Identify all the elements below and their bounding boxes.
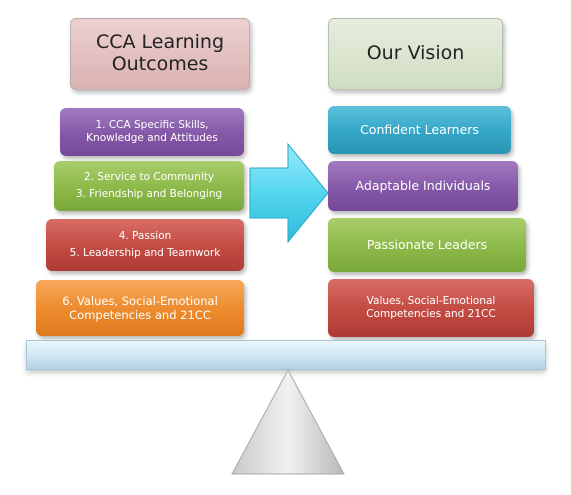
outcome-box-3-line2: 5. Leadership and Teamwork <box>69 246 221 259</box>
vision-box-4-line2: Competencies and 21CC <box>366 308 496 320</box>
outcome-box-4: 6. Values, Social-Emotional Competencies… <box>36 280 244 336</box>
vision-box-3-line1: Passionate Leaders <box>366 237 488 253</box>
right-header: Our Vision <box>328 18 503 90</box>
outcome-box-3: 4. Passion 5. Leadership and Teamwork <box>46 219 244 271</box>
outcome-box-1-line1: 1. CCA Specific Skills, <box>95 118 209 131</box>
vision-box-2-line1: Adaptable Individuals <box>355 178 491 194</box>
outcome-box-2: 2. Service to Community 3. Friendship an… <box>54 161 244 211</box>
vision-box-4: Values, Social-Emotional Competencies an… <box>328 279 534 337</box>
outcome-box-4-line1: 6. Values, Social-Emotional <box>62 293 218 308</box>
vision-box-1-line1: Confident Learners <box>360 122 479 138</box>
outcome-box-3-line1: 4. Passion <box>118 230 172 243</box>
left-header-line2: Outcomes <box>111 53 209 75</box>
fulcrum-triangle <box>231 368 345 475</box>
right-header-line1: Our Vision <box>366 42 465 65</box>
outcome-box-1: 1. CCA Specific Skills, Knowledge and At… <box>60 108 244 156</box>
vision-box-4-line1: Values, Social-Emotional <box>366 294 496 307</box>
vision-box-2: Adaptable Individuals <box>328 161 518 211</box>
outcome-box-4-line2: Competencies and 21CC <box>69 308 211 322</box>
left-header: CCA Learning Outcomes <box>70 18 250 90</box>
left-header-line1: CCA Learning <box>95 31 225 54</box>
vision-box-3: Passionate Leaders <box>328 218 526 272</box>
outcome-box-2-line1: 2. Service to Community <box>83 171 215 184</box>
outcome-box-2-line2: 3. Friendship and Belonging <box>75 187 223 200</box>
vision-box-1: Confident Learners <box>328 106 511 154</box>
outcome-box-1-line2: Knowledge and Attitudes <box>86 132 218 144</box>
balance-beam <box>26 340 546 370</box>
right-arrow-icon <box>249 142 329 244</box>
